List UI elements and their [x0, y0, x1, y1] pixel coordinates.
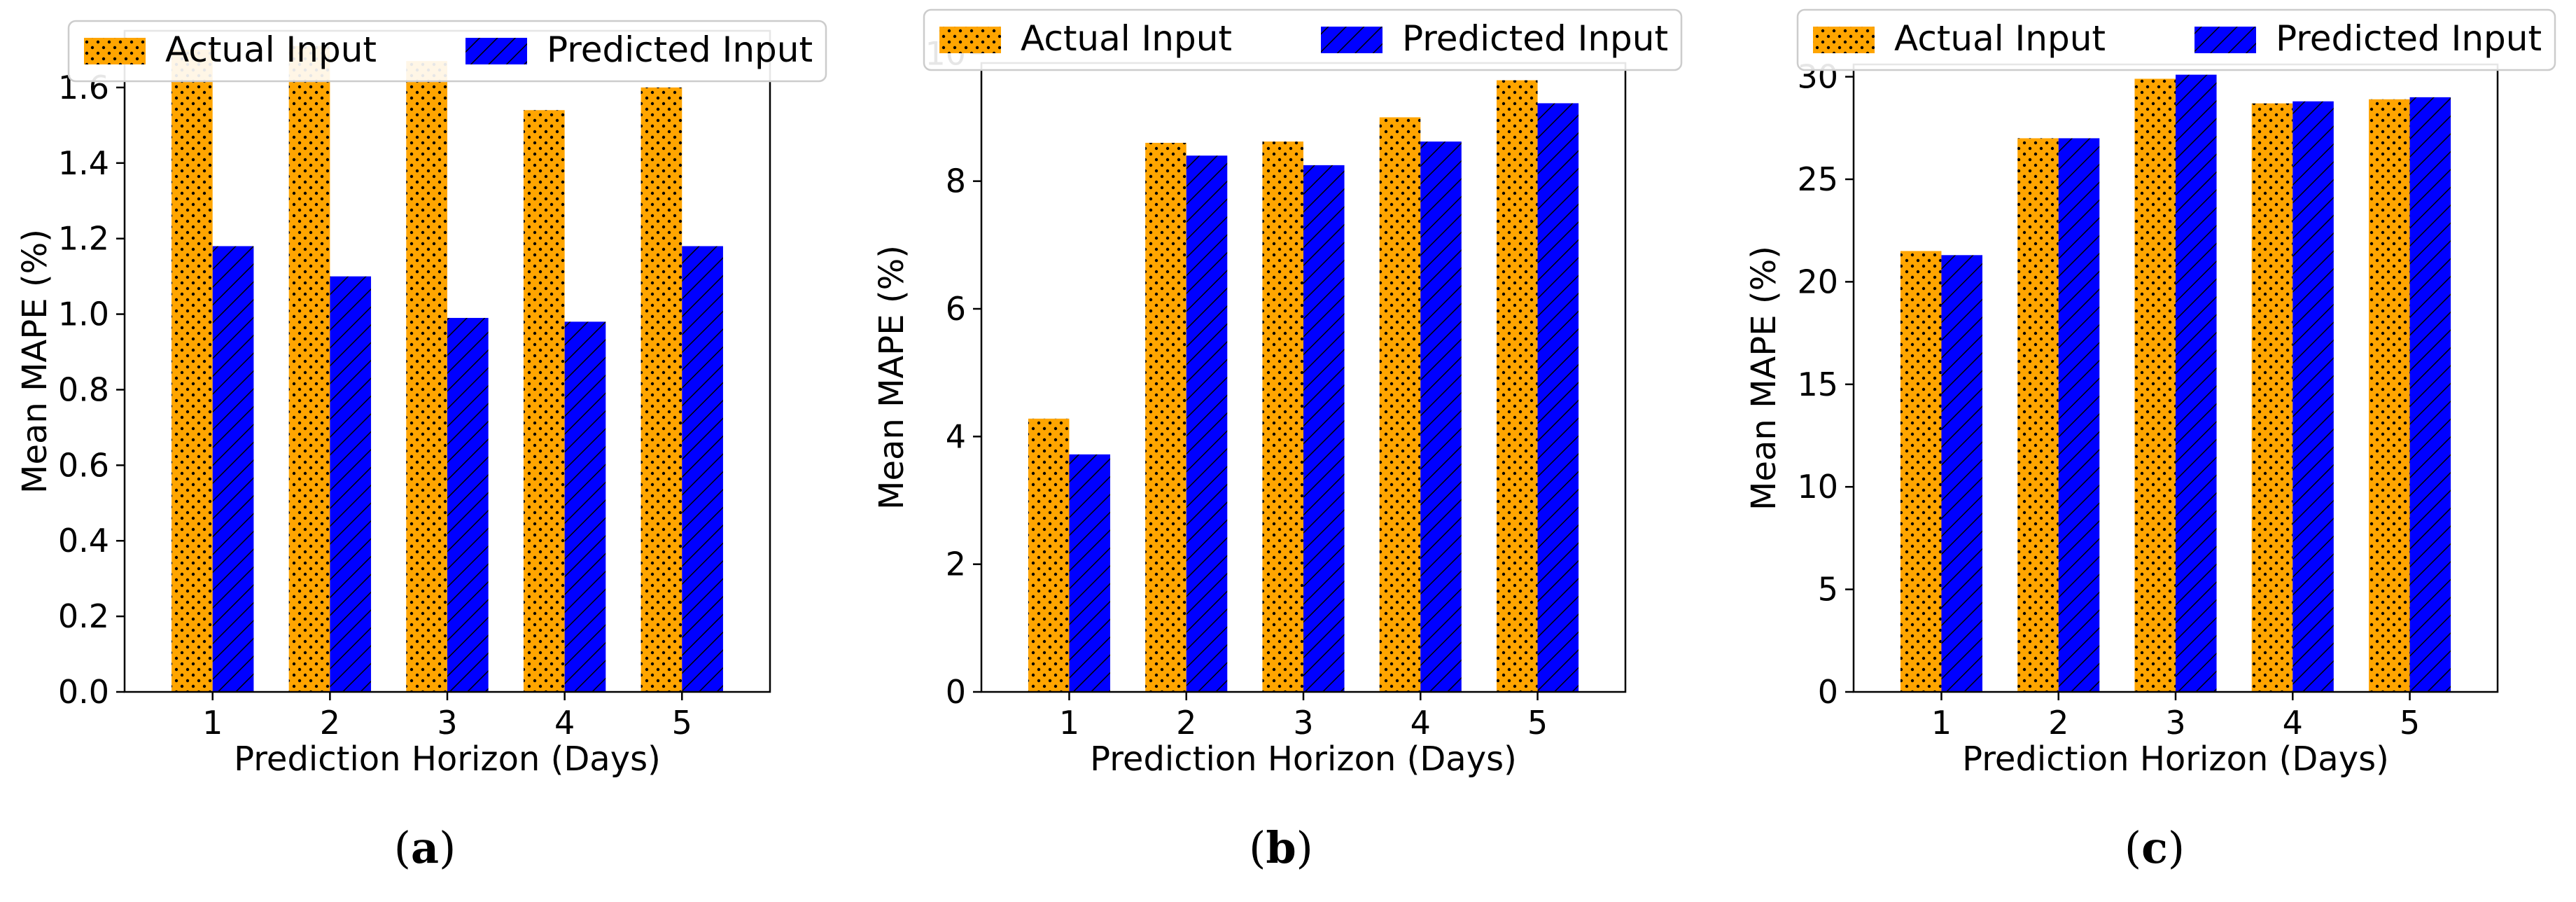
legend-swatch-predicted [465, 38, 527, 64]
bar-predicted-1 [1069, 454, 1110, 692]
x-axis-label: Prediction Horizon (Days) [234, 740, 661, 779]
x-tick-label: 1 [1059, 704, 1079, 742]
y-tick-label: 0.2 [58, 597, 109, 635]
y-tick-label: 20 [1797, 263, 1838, 300]
bar-actual-1 [1028, 418, 1070, 692]
bar-actual-4 [523, 110, 565, 692]
bar-actual-3 [2134, 78, 2176, 693]
y-tick-label: 15 [1797, 366, 1838, 403]
bar-actual-4 [2251, 103, 2293, 693]
legend-label-predicted: Predicted Input [1402, 18, 1668, 59]
legend-swatch-actual [84, 38, 146, 64]
legend-label-predicted: Predicted Input [2276, 18, 2542, 59]
bar-predicted-4 [1420, 141, 1462, 692]
y-tick-label: 1.2 [58, 220, 109, 258]
bar-actual-1 [172, 49, 213, 692]
legend-swatch-actual [1813, 27, 1875, 53]
bar-predicted-1 [212, 246, 254, 693]
y-tick-label: 10 [1797, 468, 1838, 506]
y-tick-label: 0.0 [58, 673, 109, 711]
x-tick-label: 4 [2283, 704, 2303, 742]
x-axis-label: Prediction Horizon (Days) [1090, 740, 1517, 779]
chart-b: 024681012345Prediction Horizon (Days)Mea… [872, 8, 1683, 873]
x-tick-label: 3 [1293, 704, 1313, 742]
x-tick-label: 2 [2048, 704, 2068, 742]
bar-predicted-3 [1303, 165, 1345, 692]
panel-caption: (a) [394, 822, 456, 873]
legend-label-actual: Actual Input [165, 29, 377, 70]
x-tick-label: 2 [1176, 704, 1196, 742]
bar-actual-3 [1262, 141, 1303, 692]
y-tick-label: 0.4 [58, 522, 109, 560]
legend-label-actual: Actual Input [1021, 18, 1232, 59]
y-tick-label: 6 [946, 290, 966, 328]
x-tick-label: 1 [202, 704, 223, 742]
x-tick-label: 2 [320, 704, 340, 742]
bar-actual-5 [640, 87, 682, 692]
legend-label-predicted: Predicted Input [547, 29, 813, 70]
bar-predicted-1 [1941, 255, 1982, 692]
bar-predicted-3 [2176, 74, 2217, 693]
bar-predicted-3 [447, 317, 489, 693]
y-tick-label: 0 [946, 673, 966, 711]
bar-actual-4 [1379, 117, 1421, 693]
x-tick-label: 5 [2400, 704, 2420, 742]
x-tick-label: 5 [1527, 704, 1548, 742]
y-tick-label: 25 [1797, 160, 1838, 198]
y-tick-label: 4 [946, 417, 966, 455]
y-tick-label: 0 [1818, 673, 1838, 711]
y-tick-label: 8 [946, 162, 966, 200]
bar-actual-2 [1145, 142, 1186, 692]
y-tick-label: 2 [946, 546, 966, 583]
legend-box [1796, 8, 2556, 71]
legend: Actual Input Predicted Input [923, 8, 1683, 71]
y-tick-label: 0.6 [58, 446, 109, 484]
x-axis-label: Prediction Horizon (Days) [1962, 740, 2389, 779]
chart-a: 0.00.20.40.60.81.01.21.41.61 2 3 4 5Predicti… [15, 20, 827, 873]
y-axis-label: Mean MAPE (%) [872, 245, 911, 510]
bar-predicted-2 [330, 276, 372, 693]
bar-predicted-4 [564, 321, 606, 692]
bar-actual-5 [1497, 80, 1538, 692]
y-axis-label: Mean MAPE (%) [1744, 246, 1784, 511]
y-tick-label: 0.8 [58, 370, 109, 408]
y-tick-label: 1.4 [58, 144, 109, 182]
x-tick-label: 1 [1931, 704, 1952, 742]
bar-predicted-2 [1186, 155, 1228, 693]
panel-caption: (b) [1249, 822, 1313, 873]
legend-swatch-actual [939, 27, 1001, 53]
x-tick-label: 3 [437, 704, 457, 742]
legend: Actual Input Predicted Input [67, 20, 827, 83]
legend-label-actual: Actual Input [1894, 18, 2106, 59]
bar-actual-1 [1900, 251, 1942, 692]
legend-box [923, 8, 1683, 71]
bar-actual-2 [2017, 138, 2059, 693]
y-tick-label: 1.0 [58, 296, 109, 333]
panel-caption: (c) [2124, 822, 2185, 873]
legend-swatch-predicted [2194, 27, 2256, 53]
legend-swatch-predicted [1321, 27, 1382, 53]
y-axis-label: Mean MAPE (%) [15, 229, 55, 494]
bar-predicted-5 [2409, 97, 2451, 692]
bar-predicted-5 [682, 246, 723, 693]
x-tick-label: 4 [1410, 704, 1431, 742]
x-tick-label: 3 [2165, 704, 2185, 742]
bar-actual-3 [406, 61, 447, 692]
bar-actual-5 [2369, 99, 2410, 692]
x-tick-label: 5 [672, 704, 692, 742]
bar-predicted-2 [2058, 138, 2100, 693]
bar-predicted-4 [2292, 101, 2334, 693]
x-tick-label: 4 [554, 704, 575, 742]
bar-actual-2 [288, 46, 330, 692]
legend-box [67, 20, 827, 83]
legend: Actual Input Predicted Input [1796, 8, 2556, 71]
bar-predicted-5 [1537, 103, 1579, 692]
y-tick-label: 5 [1818, 571, 1838, 609]
